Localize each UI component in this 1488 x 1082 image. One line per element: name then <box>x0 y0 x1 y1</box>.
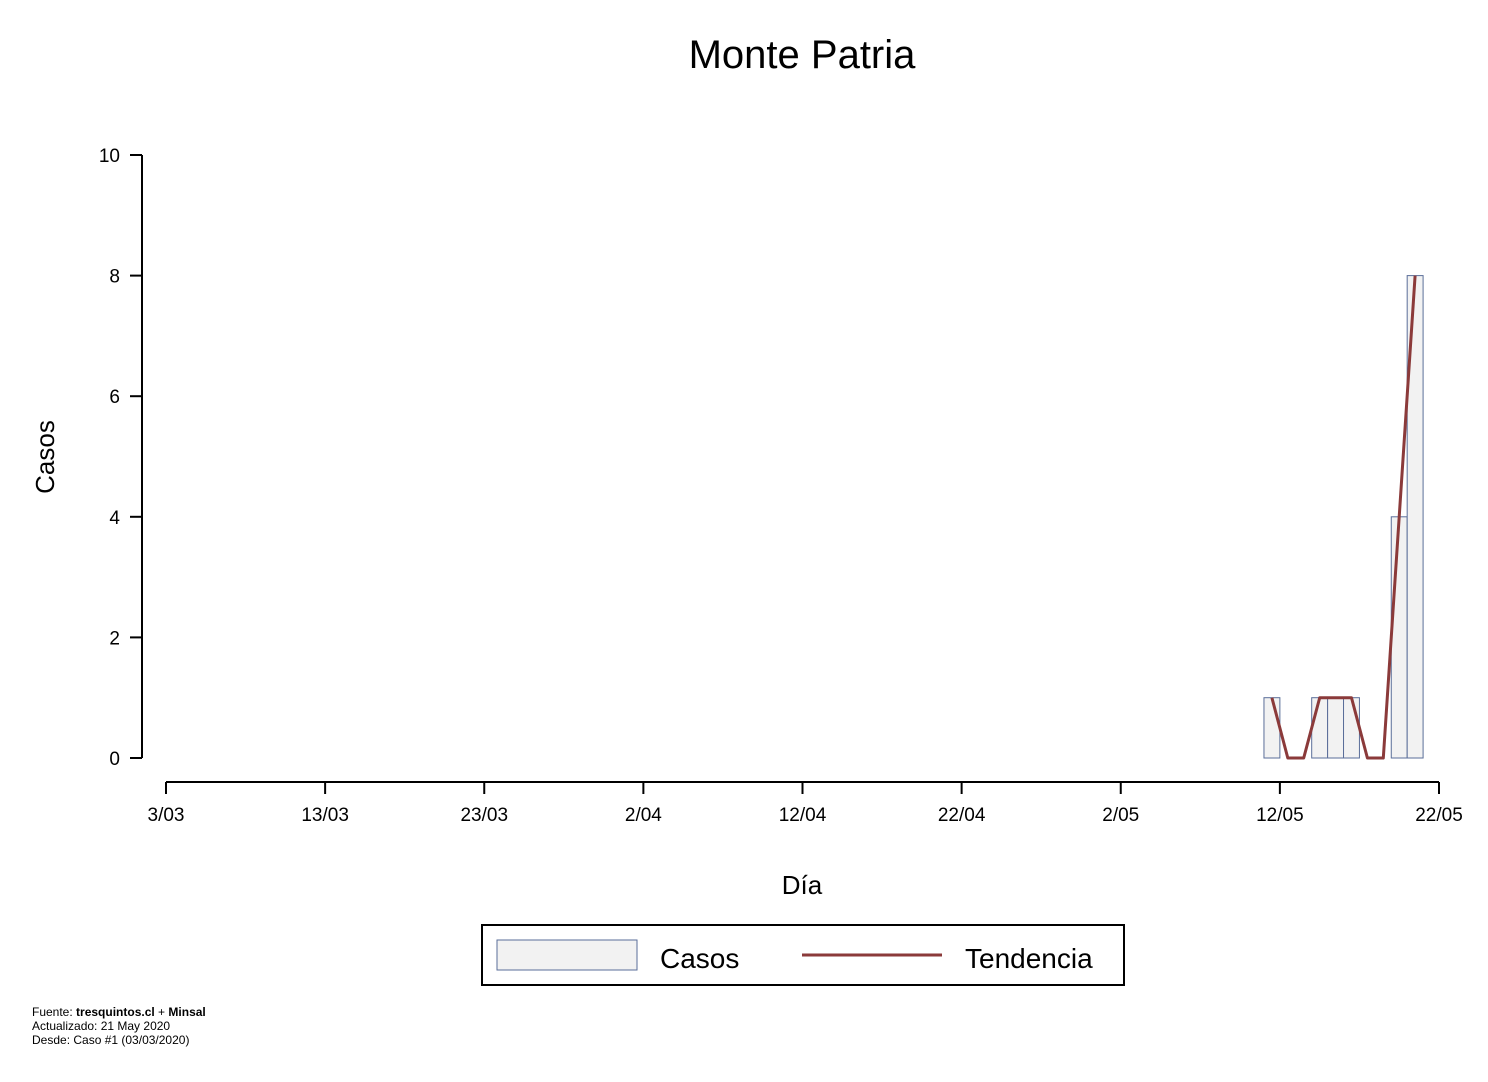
x-axis: 3/03 13/03 23/03 2/04 12/04 22/04 2/05 12/05 22/… <box>148 781 1463 826</box>
x-tick-label: 23/03 <box>460 805 508 826</box>
footer-source-sep: + <box>154 1005 169 1019</box>
footer-since: Desde: Caso #1 (03/03/2020) <box>32 1033 190 1047</box>
x-tick-label: 22/05 <box>1415 805 1463 826</box>
trend-line <box>1270 275 1417 760</box>
chart-title: Monte Patria <box>689 33 917 77</box>
legend-label-tendencia: Tendencia <box>965 943 1093 974</box>
x-tick-label: 2/05 <box>1102 805 1139 826</box>
footer-source-name: tresquintos.cl <box>76 1005 155 1019</box>
x-axis-label: Día <box>782 870 823 900</box>
legend: Casos Tendencia <box>481 924 1125 986</box>
footer-source-prefix: Fuente: <box>32 1005 77 1019</box>
footer-notes: Fuente: tresquintos.cl + Minsal Actualiz… <box>32 1005 206 1047</box>
x-tick-label: 13/03 <box>301 805 349 826</box>
footer-source-name-2: Minsal <box>168 1005 206 1019</box>
y-tick-label: 0 <box>109 749 120 770</box>
bar <box>1343 697 1360 759</box>
x-tick-label: 22/04 <box>938 805 986 826</box>
footer-updated: Actualizado: 21 May 2020 <box>32 1019 171 1033</box>
bar <box>1263 697 1281 759</box>
y-tick-label: 10 <box>99 146 120 167</box>
x-tick-label: 12/05 <box>1256 805 1304 826</box>
y-axis-label: Casos <box>30 420 60 494</box>
bar <box>1311 697 1329 759</box>
x-tick-label: 3/03 <box>148 805 185 826</box>
footer-source: Fuente: tresquintos.cl + Minsal <box>32 1005 206 1019</box>
x-tick-label: 2/04 <box>625 805 662 826</box>
y-axis: 0 2 4 6 8 10 <box>99 146 143 770</box>
x-tick-label: 12/04 <box>779 805 827 826</box>
y-tick-label: 2 <box>109 628 120 649</box>
bar <box>1390 516 1408 759</box>
y-tick-label: 8 <box>109 267 120 288</box>
legend-label-casos: Casos <box>660 943 739 974</box>
bar <box>1327 697 1345 759</box>
legend-swatch-casos <box>496 939 638 971</box>
bar <box>1406 275 1424 759</box>
y-tick-label: 6 <box>109 387 120 408</box>
y-tick-label: 4 <box>109 508 120 529</box>
